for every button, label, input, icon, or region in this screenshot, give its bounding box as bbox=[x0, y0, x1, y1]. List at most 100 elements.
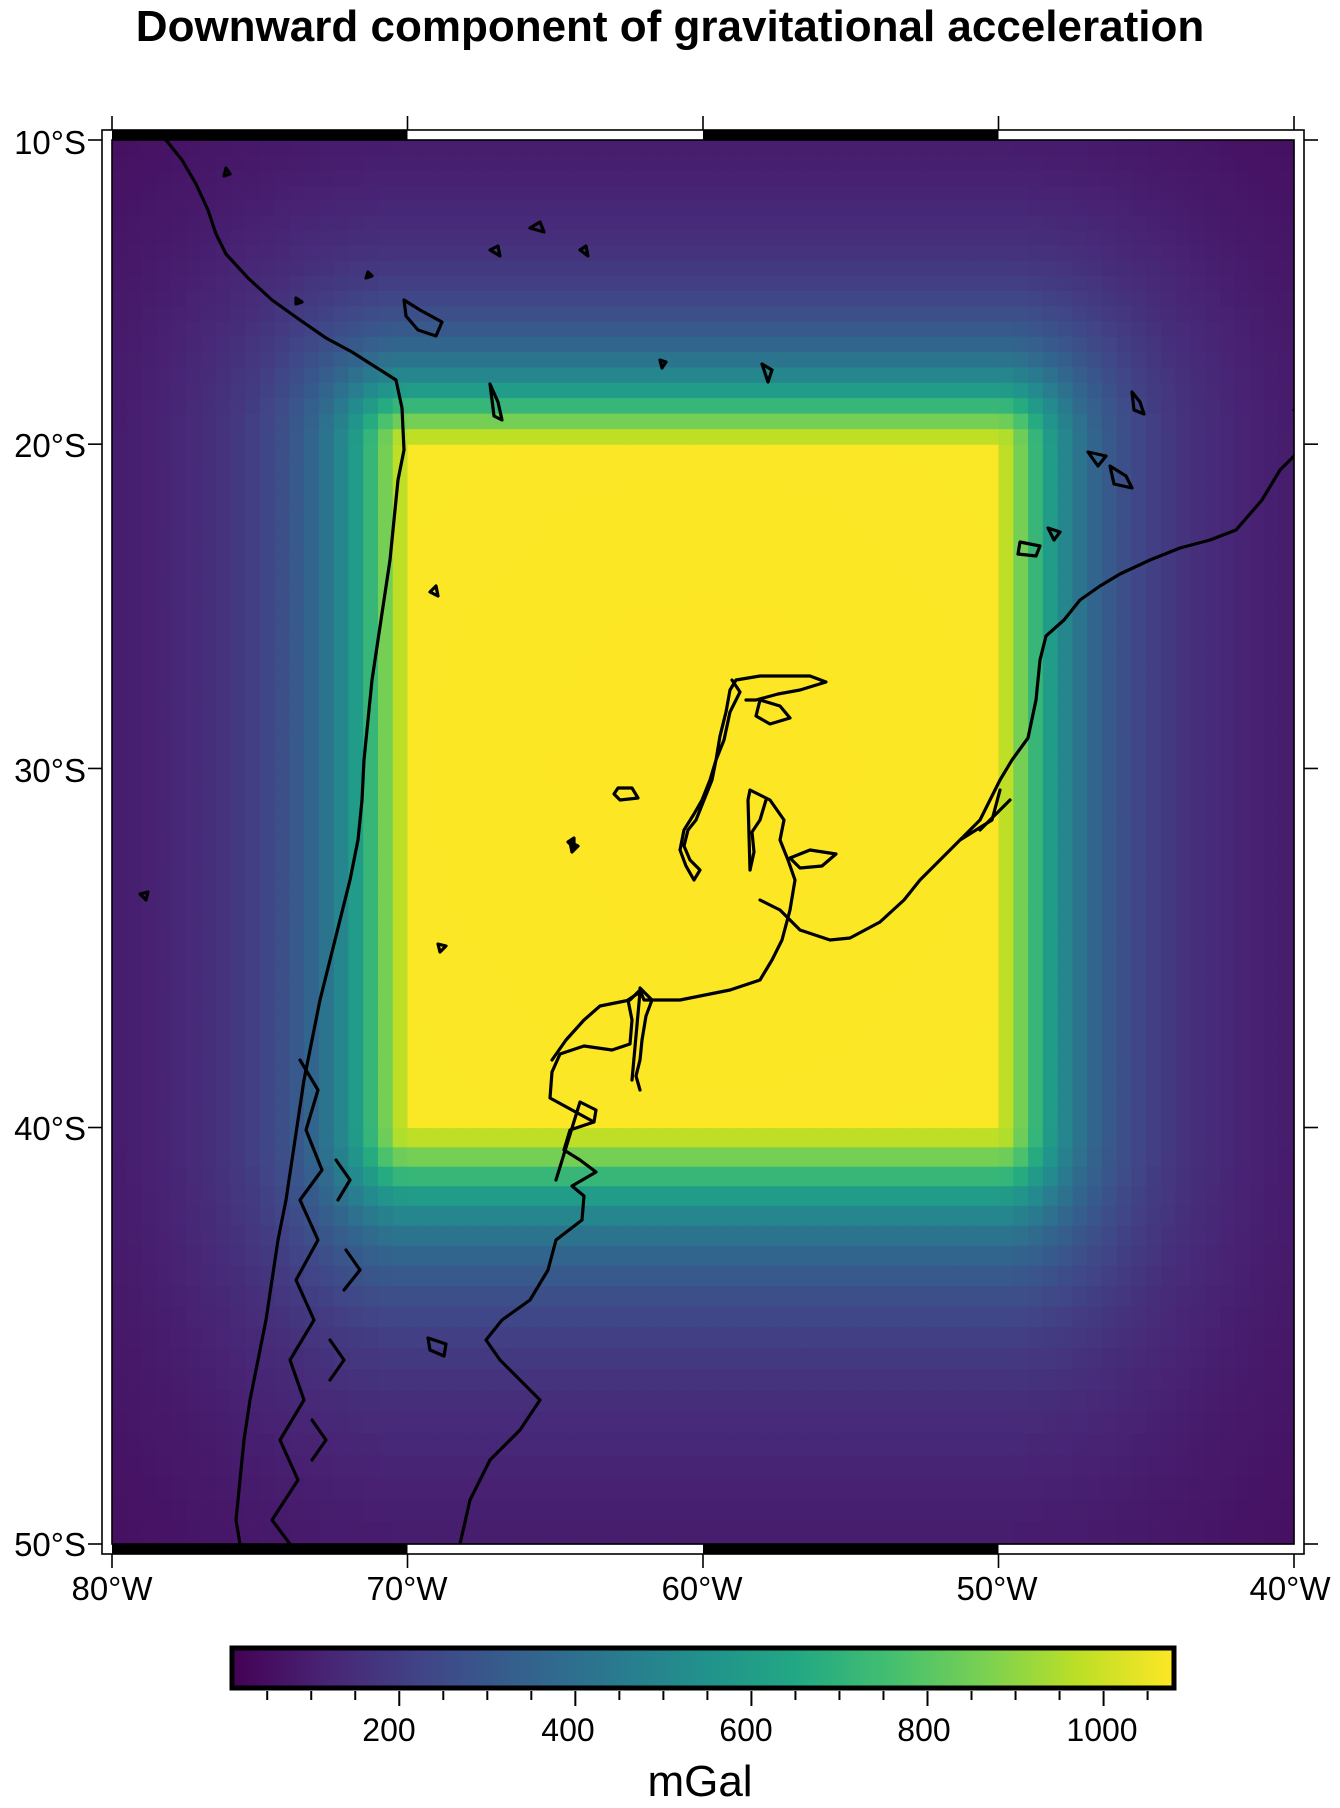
field-cell bbox=[1101, 1127, 1118, 1148]
field-cell bbox=[392, 570, 409, 588]
field-cell bbox=[732, 1476, 748, 1500]
field-cell bbox=[599, 1521, 615, 1545]
field-cell bbox=[1087, 1368, 1103, 1391]
field-cell bbox=[850, 444, 867, 461]
field-cell bbox=[658, 491, 675, 508]
field-cell bbox=[835, 1127, 852, 1148]
field-cell bbox=[658, 1265, 675, 1287]
field-cell bbox=[1116, 942, 1133, 962]
field-cell bbox=[1220, 651, 1236, 669]
field-cell bbox=[422, 960, 438, 980]
field-cell bbox=[998, 978, 1014, 998]
field-cell bbox=[732, 996, 748, 1016]
field-cell bbox=[540, 1432, 556, 1456]
field-cell bbox=[244, 635, 261, 653]
field-cell bbox=[1220, 413, 1236, 430]
field-cell bbox=[466, 836, 482, 855]
field-cell bbox=[171, 854, 187, 873]
field-cell bbox=[555, 1265, 571, 1287]
field-cell bbox=[1101, 1454, 1118, 1478]
field-cell bbox=[658, 1498, 675, 1522]
field-cell bbox=[244, 734, 261, 753]
field-cell bbox=[1116, 668, 1133, 686]
field-cell bbox=[584, 924, 601, 944]
field-cell bbox=[156, 684, 172, 702]
field-cell bbox=[1279, 1305, 1295, 1328]
field-cell bbox=[599, 960, 615, 980]
field-cell bbox=[880, 522, 896, 540]
field-cell bbox=[171, 906, 187, 926]
field-cell bbox=[1101, 1033, 1118, 1053]
field-cell bbox=[983, 507, 1000, 524]
field-cell bbox=[614, 906, 630, 926]
field-cell bbox=[939, 1521, 955, 1545]
field-cell bbox=[570, 1498, 586, 1522]
field-cell bbox=[909, 1389, 926, 1412]
field-cell bbox=[466, 701, 482, 719]
field-cell bbox=[658, 459, 675, 477]
field-cell bbox=[776, 459, 793, 477]
field-cell bbox=[850, 854, 867, 873]
field-cell bbox=[259, 819, 276, 838]
field-cell bbox=[1116, 1108, 1133, 1129]
field-cell bbox=[1101, 491, 1118, 508]
field-cell bbox=[865, 960, 881, 980]
field-cell bbox=[437, 413, 453, 430]
field-cell bbox=[909, 507, 926, 524]
field-cell bbox=[1101, 1326, 1118, 1349]
field-cell bbox=[1057, 924, 1073, 944]
field-cell bbox=[1279, 684, 1295, 702]
field-cell bbox=[525, 1245, 542, 1266]
field-cell bbox=[392, 507, 409, 524]
field-cell bbox=[895, 1389, 911, 1412]
field-cell bbox=[1264, 570, 1280, 588]
field-cell bbox=[1028, 1454, 1044, 1478]
field-cell bbox=[1205, 570, 1221, 588]
field-cell bbox=[732, 603, 748, 620]
field-cell bbox=[392, 1225, 409, 1246]
field-cell bbox=[570, 1389, 586, 1412]
field-cell bbox=[1101, 1166, 1118, 1187]
field-cell bbox=[1234, 1521, 1251, 1545]
field-cell bbox=[215, 1089, 231, 1110]
field-cell bbox=[835, 942, 852, 962]
field-cell bbox=[200, 668, 217, 686]
field-cell bbox=[289, 586, 305, 604]
field-cell bbox=[806, 475, 822, 492]
field-cell bbox=[333, 1368, 349, 1391]
field-cell bbox=[510, 413, 527, 430]
field-cell bbox=[244, 889, 261, 908]
field-cell bbox=[924, 889, 940, 908]
field-cell bbox=[1161, 1454, 1177, 1478]
field-cell bbox=[924, 554, 940, 572]
field-cell bbox=[156, 906, 172, 926]
field-cell bbox=[333, 1305, 349, 1328]
field-cell bbox=[377, 1185, 394, 1206]
field-cell bbox=[850, 1015, 867, 1035]
field-cell bbox=[1220, 701, 1236, 719]
field-cell bbox=[909, 996, 926, 1016]
field-cell bbox=[1146, 996, 1162, 1016]
field-cell bbox=[156, 1411, 172, 1434]
field-cell bbox=[658, 1015, 675, 1035]
field-cell bbox=[466, 507, 482, 524]
field-cell bbox=[555, 751, 571, 770]
field-cell bbox=[540, 1347, 556, 1370]
field-cell bbox=[407, 570, 423, 588]
field-cell bbox=[629, 522, 645, 540]
field-cell bbox=[865, 1127, 881, 1148]
field-cell bbox=[510, 996, 527, 1016]
field-cell bbox=[200, 444, 217, 461]
field-cell bbox=[821, 1476, 837, 1500]
field-cell bbox=[318, 1108, 335, 1129]
field-cell bbox=[939, 785, 955, 804]
field-cell bbox=[1042, 871, 1059, 890]
field-cell bbox=[983, 1411, 1000, 1434]
field-cell bbox=[274, 1305, 290, 1328]
field-cell bbox=[171, 1521, 187, 1545]
field-cell bbox=[968, 1326, 985, 1349]
field-cell bbox=[1161, 1245, 1177, 1266]
field-cell bbox=[1234, 836, 1251, 855]
field-cell bbox=[1190, 668, 1206, 686]
field-cell bbox=[1042, 1432, 1059, 1456]
